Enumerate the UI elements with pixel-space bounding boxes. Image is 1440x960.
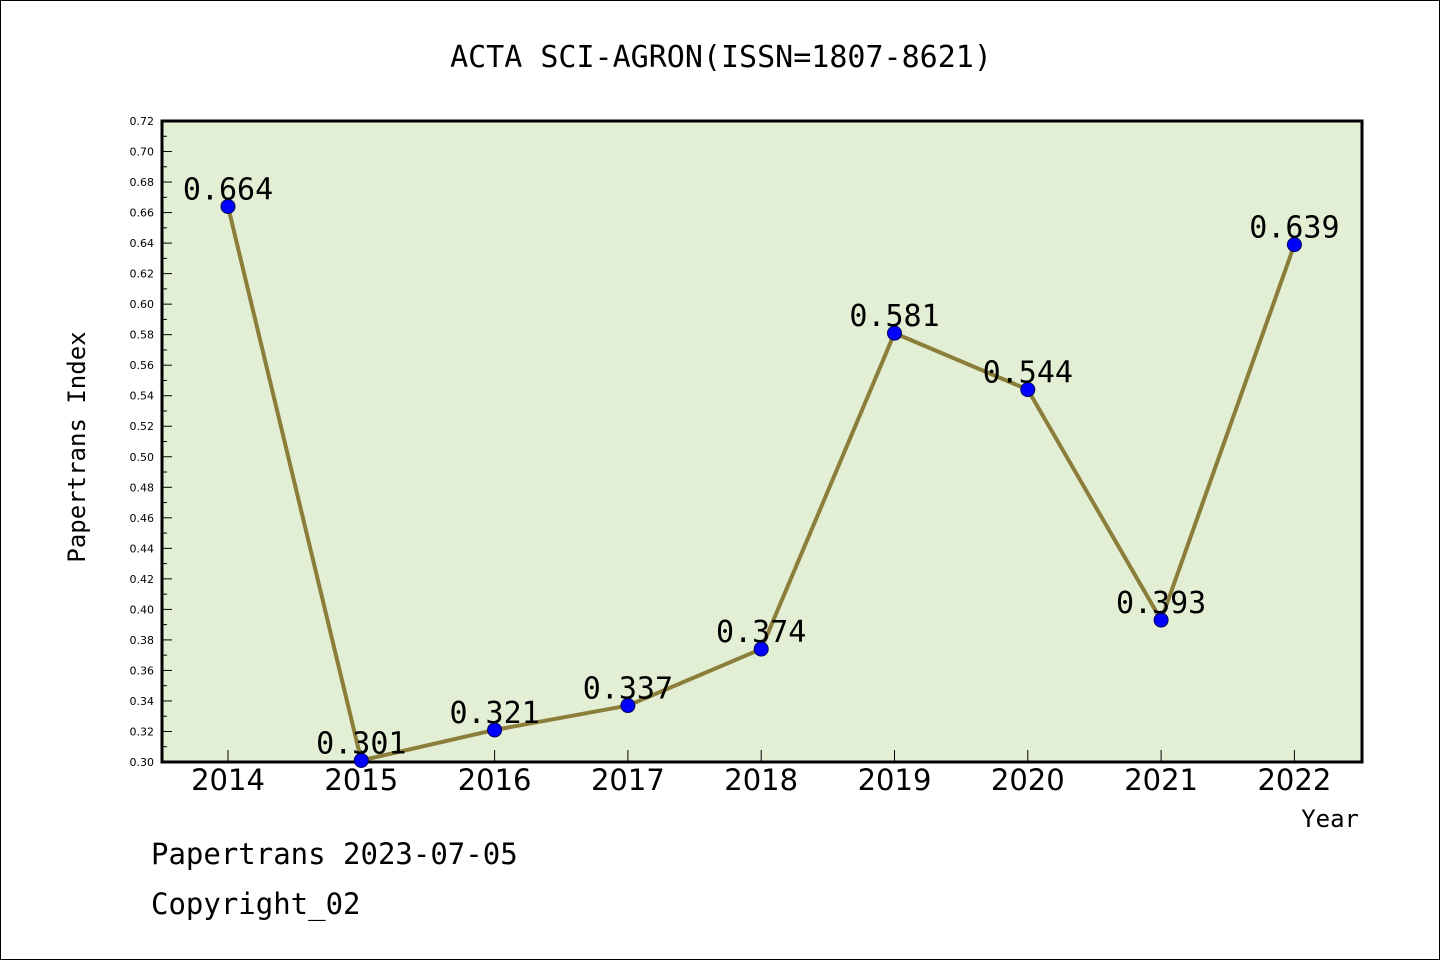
x-axis-title: Year [1301, 805, 1359, 833]
y-tick-label: 0.32 [130, 725, 155, 738]
data-label: 0.337 [583, 672, 673, 707]
x-tick-label: 2022 [1257, 763, 1331, 797]
y-tick-label: 0.52 [130, 420, 155, 433]
footer-copyright: Copyright_02 [151, 887, 361, 921]
y-tick-label: 0.44 [130, 542, 155, 555]
y-axis: 0.30 0.32 0.34 0.36 0.38 0.40 0.42 0.44 0.46 0.48… [130, 115, 172, 769]
y-axis-title: Papertrans Index [63, 331, 91, 562]
plot-area [160, 119, 1364, 764]
chart-title: ACTA SCI-AGRON(ISSN=1807-8621) [450, 40, 992, 75]
y-tick-label: 0.30 [130, 756, 155, 769]
data-label: 0.301 [316, 726, 406, 761]
y-tick-label: 0.66 [130, 207, 155, 220]
data-point [353, 752, 369, 768]
data-point [220, 198, 236, 214]
data-label: 0.374 [716, 615, 806, 650]
data-point [1153, 612, 1169, 628]
data-series [220, 198, 1302, 768]
y-tick-label: 0.38 [130, 634, 155, 647]
y-tick-label: 0.60 [130, 298, 155, 311]
data-label: 0.639 [1249, 211, 1339, 246]
y-tick-label: 0.48 [130, 481, 155, 494]
data-point [487, 722, 503, 738]
y-tick-label: 0.42 [130, 573, 155, 586]
y-tick-label: 0.50 [130, 451, 155, 464]
data-label: 0.393 [1116, 586, 1206, 621]
y-tick-label: 0.64 [130, 237, 155, 250]
data-label: 0.544 [983, 356, 1073, 391]
data-label: 0.664 [183, 172, 273, 207]
y-tick-label: 0.36 [130, 664, 155, 677]
x-tick-label: 2015 [324, 763, 398, 797]
data-point [1020, 382, 1036, 398]
y-tick-label: 0.34 [130, 695, 155, 708]
y-tick-label: 0.56 [130, 359, 155, 372]
x-tick-label: 2018 [724, 763, 798, 797]
data-label: 0.581 [849, 299, 939, 334]
y-tick-label: 0.68 [130, 176, 155, 189]
y-tick-label: 0.58 [130, 329, 155, 342]
y-tick-label: 0.54 [130, 390, 155, 403]
y-tick-label: 0.72 [130, 115, 155, 128]
x-tick-label: 2021 [1124, 763, 1198, 797]
y-tick-label: 0.62 [130, 268, 155, 281]
x-tick-label: 2019 [858, 763, 932, 797]
data-labels: 0.664 0.301 0.321 0.337 0.374 0.581 0.544 0.393… [183, 172, 1340, 761]
x-tick-label: 2017 [591, 763, 665, 797]
footer-source: Papertrans 2023-07-05 [151, 837, 518, 871]
data-point [1286, 237, 1302, 253]
x-tick-label: 2016 [458, 763, 532, 797]
data-point [620, 698, 636, 714]
x-tick-label: 2020 [991, 763, 1065, 797]
y-tick-label: 0.46 [130, 512, 155, 525]
x-tick-label: 2014 [191, 763, 265, 797]
y-tick-label: 0.40 [130, 603, 155, 616]
data-point [887, 325, 902, 341]
x-axis: 2014 2015 2016 2017 2018 2019 2020 2021 2022 [191, 750, 1331, 797]
y-tick-label: 0.70 [130, 146, 155, 159]
data-point [753, 641, 769, 657]
data-label: 0.321 [449, 696, 539, 731]
